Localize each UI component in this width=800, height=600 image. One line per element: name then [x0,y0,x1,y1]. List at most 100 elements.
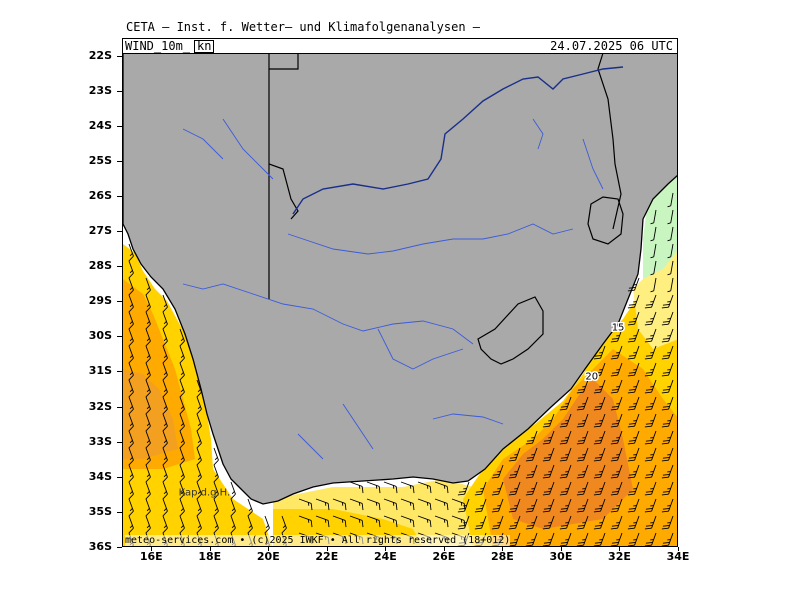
wind-barb [576,481,589,496]
wind-barb [230,481,236,500]
wind-barb [366,481,381,494]
southern-africa-land [123,52,677,505]
wind-barb [559,430,572,445]
wind-barb [332,515,347,528]
wind-barb [434,515,449,528]
lat-tick [117,406,122,408]
wind-barb [298,515,313,528]
wind-barb [508,464,521,479]
wind-barb [593,430,606,445]
wind-barb [610,379,623,394]
wind-barb [610,498,623,513]
wind-barb [627,413,640,428]
wind-barb [525,447,538,462]
wind-barb [661,396,674,411]
wind-barb [667,260,674,276]
wind-barb [644,498,657,513]
wind-barb [457,498,470,513]
wind-barb [661,379,674,394]
lat-tick [117,195,122,197]
lat-tick-label: 25S [88,153,112,167]
wind-barb [559,532,572,546]
wind-barb [366,515,381,528]
wind-barb [179,515,185,534]
lat-tick-label: 32S [88,399,112,413]
wind-barb [349,498,364,511]
wind-barb [179,362,185,381]
wind-barb [644,532,657,546]
wind-barb [644,413,657,428]
lat-tick [117,336,122,338]
wind-barb [213,498,219,517]
wind-barb [593,498,606,513]
wind-barb [508,515,521,530]
variable-label: WIND_10m_ kn [125,39,215,53]
wind-barb [162,396,168,415]
wind-barb [128,243,134,262]
wind-barb [610,532,623,546]
wind-barb [542,447,555,462]
wind-barb [525,430,538,445]
wind-barb [247,515,253,534]
wind-barb [593,481,606,496]
wind-barb [179,430,185,449]
lon-tick [209,547,211,551]
lon-tick [385,547,387,551]
wind-barb [610,413,623,428]
wind-barb [128,260,134,279]
wind-barb [179,345,185,364]
wind-barb [542,498,555,513]
wind-barb [593,362,606,377]
wind-barb [196,396,202,415]
wind-barb [593,396,606,411]
wind-barb [457,515,470,530]
wind-barb [179,464,185,483]
wind-barb [145,447,151,466]
wind-barb [627,481,640,496]
wind-barb [667,192,674,208]
river-south-2 [432,413,504,425]
wind-barb [644,311,657,326]
wind-barb [230,515,236,534]
wind-barb [434,498,449,511]
wind-barb [667,277,674,293]
wind-barb [196,413,202,432]
lon-tick-label: 32E [608,550,631,563]
wind-barb [349,481,364,494]
wind-barb [508,447,521,462]
wind-barb [315,515,330,528]
wind-barb [559,515,572,530]
map-header-bar: WIND_10m_ kn 24.07.2025 06 UTC [123,39,677,54]
wind-barb [627,515,640,530]
wind-barb [559,413,572,428]
river-south-3 [297,433,324,460]
wind-barb [145,277,151,296]
lon-tick-label: 22E [315,550,339,563]
lat-tick [117,160,122,162]
lat-tick-label: 30S [88,329,112,343]
wind-barb [627,447,640,462]
wind-barb [128,413,134,432]
wind-barb [196,498,202,517]
wind-barb [593,447,606,462]
wind-barb [610,328,623,343]
wind-barb [542,413,555,428]
wind-barb [559,396,572,411]
wind-barb [610,515,623,530]
wind-barb [644,464,657,479]
rivers [182,66,624,460]
country-borders [268,52,624,365]
lat-tick-label: 22S [88,48,112,62]
contour-label: 15 [612,322,625,333]
river-orange [182,283,474,345]
border-lesotho [477,296,544,365]
lon-tick-label: 34E [666,550,690,563]
wind-barb [400,481,415,494]
wind-barb [128,379,134,398]
wind-barb [627,362,640,377]
wind-barb [667,209,674,225]
river-south-1 [342,403,374,450]
map-panel[interactable]: WIND_10m_ kn 24.07.2025 06 UTC [122,38,678,547]
